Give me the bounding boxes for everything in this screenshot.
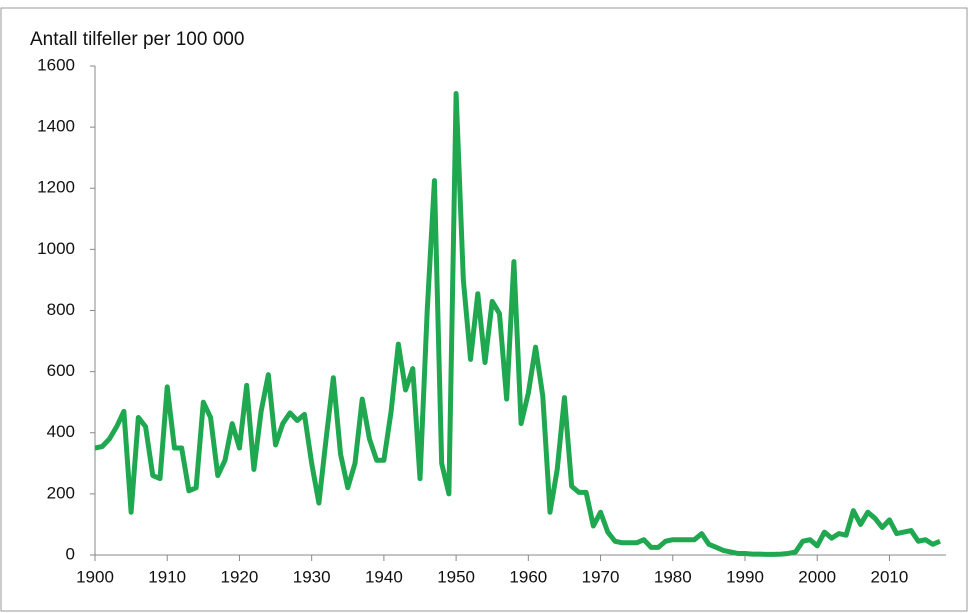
y-tick-label: 800 xyxy=(47,300,75,319)
x-tick-label: 1940 xyxy=(365,567,403,586)
x-tick-label: 2000 xyxy=(798,567,836,586)
y-tick-label: 600 xyxy=(47,361,75,380)
y-tick-label: 400 xyxy=(47,422,75,441)
x-tick-label: 1960 xyxy=(509,567,547,586)
x-tick-label: 1980 xyxy=(654,567,692,586)
x-tick-label: 1920 xyxy=(221,567,259,586)
y-tick-label: 1000 xyxy=(37,239,75,258)
y-tick-label: 200 xyxy=(47,483,75,502)
x-tick-label: 1910 xyxy=(148,567,186,586)
y-tick-label: 0 xyxy=(66,544,75,563)
line xyxy=(94,91,941,557)
x-tick-label: 1950 xyxy=(437,567,475,586)
x-tick-label: 1990 xyxy=(726,567,764,586)
x-tick-label: 1970 xyxy=(582,567,620,586)
frame xyxy=(0,7,968,612)
chart-title: Antall tilfeller per 100 000 xyxy=(30,29,244,50)
y-tick-label: 1200 xyxy=(37,178,75,197)
y-tick-label: 1400 xyxy=(37,117,75,136)
x-tick-label: 1900 xyxy=(76,567,114,586)
x-tick-label: 2010 xyxy=(871,567,909,586)
x-tick-label: 1930 xyxy=(293,567,331,586)
y-tick-label: 1600 xyxy=(37,55,75,74)
